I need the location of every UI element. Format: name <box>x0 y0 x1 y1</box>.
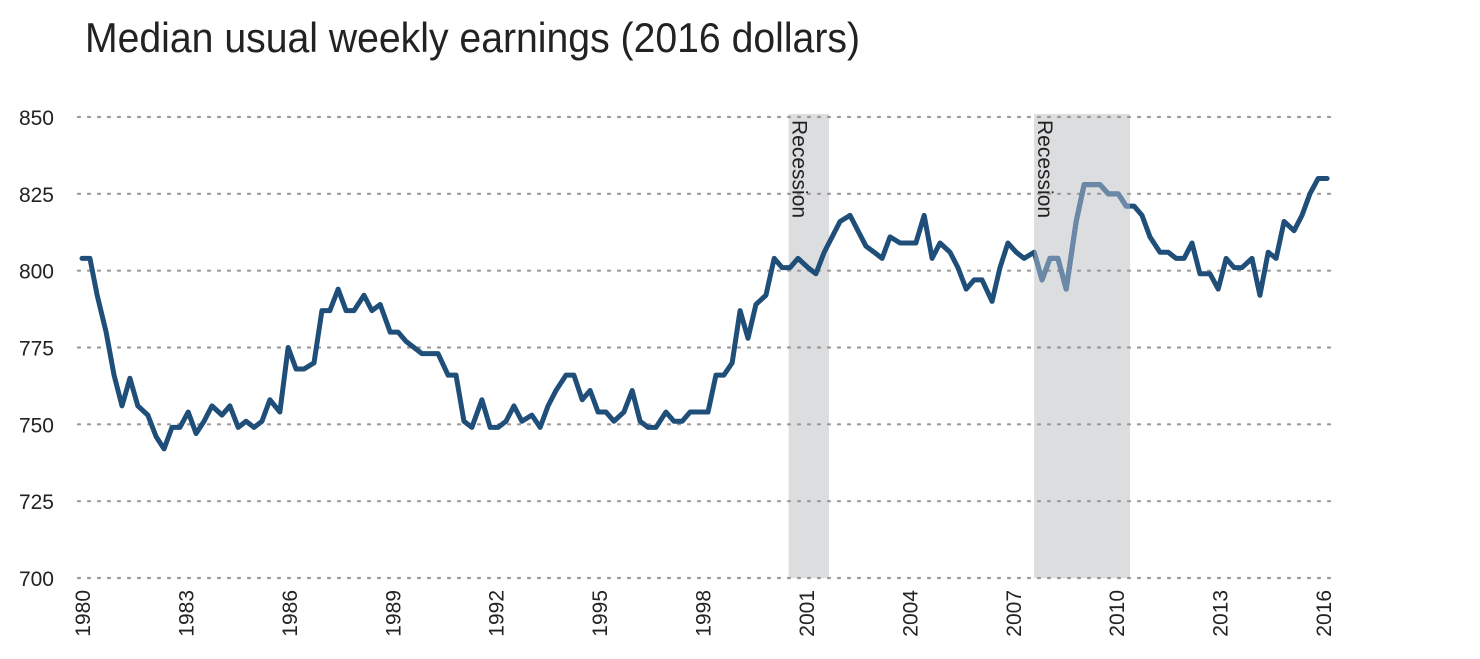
y-tick-label: 850 <box>19 107 54 130</box>
y-tick-label: 800 <box>19 261 54 284</box>
x-tick-label: 1983 <box>175 590 198 637</box>
y-tick-label: 750 <box>19 414 54 437</box>
y-tick-label: 825 <box>19 184 54 207</box>
x-tick-label: 2013 <box>1210 590 1233 637</box>
recession-label: Recession <box>788 120 811 218</box>
x-tick-label: 2001 <box>796 590 819 637</box>
x-tick-label: 2004 <box>899 590 922 637</box>
x-tick-label: 2016 <box>1313 590 1336 637</box>
x-tick-label: 1992 <box>486 590 509 637</box>
y-tick-label: 700 <box>19 568 54 591</box>
x-tick-label: 1995 <box>589 590 612 637</box>
x-tick-label: 2007 <box>1003 590 1026 637</box>
line <box>79 175 1330 452</box>
x-tick-label: 1986 <box>279 590 302 637</box>
x-tick-label: 1989 <box>382 590 405 637</box>
x-tick-label: 1980 <box>72 590 95 637</box>
chart-title: Median usual weekly earnings (2016 dolla… <box>85 14 860 61</box>
line-highlight <box>1034 182 1130 292</box>
recession-label: Recession <box>1033 120 1056 218</box>
y-tick-label: 725 <box>19 491 54 514</box>
x-tick-label: 1998 <box>693 590 716 637</box>
x-tick-label: 2010 <box>1106 590 1129 637</box>
y-tick-label: 775 <box>19 338 54 361</box>
